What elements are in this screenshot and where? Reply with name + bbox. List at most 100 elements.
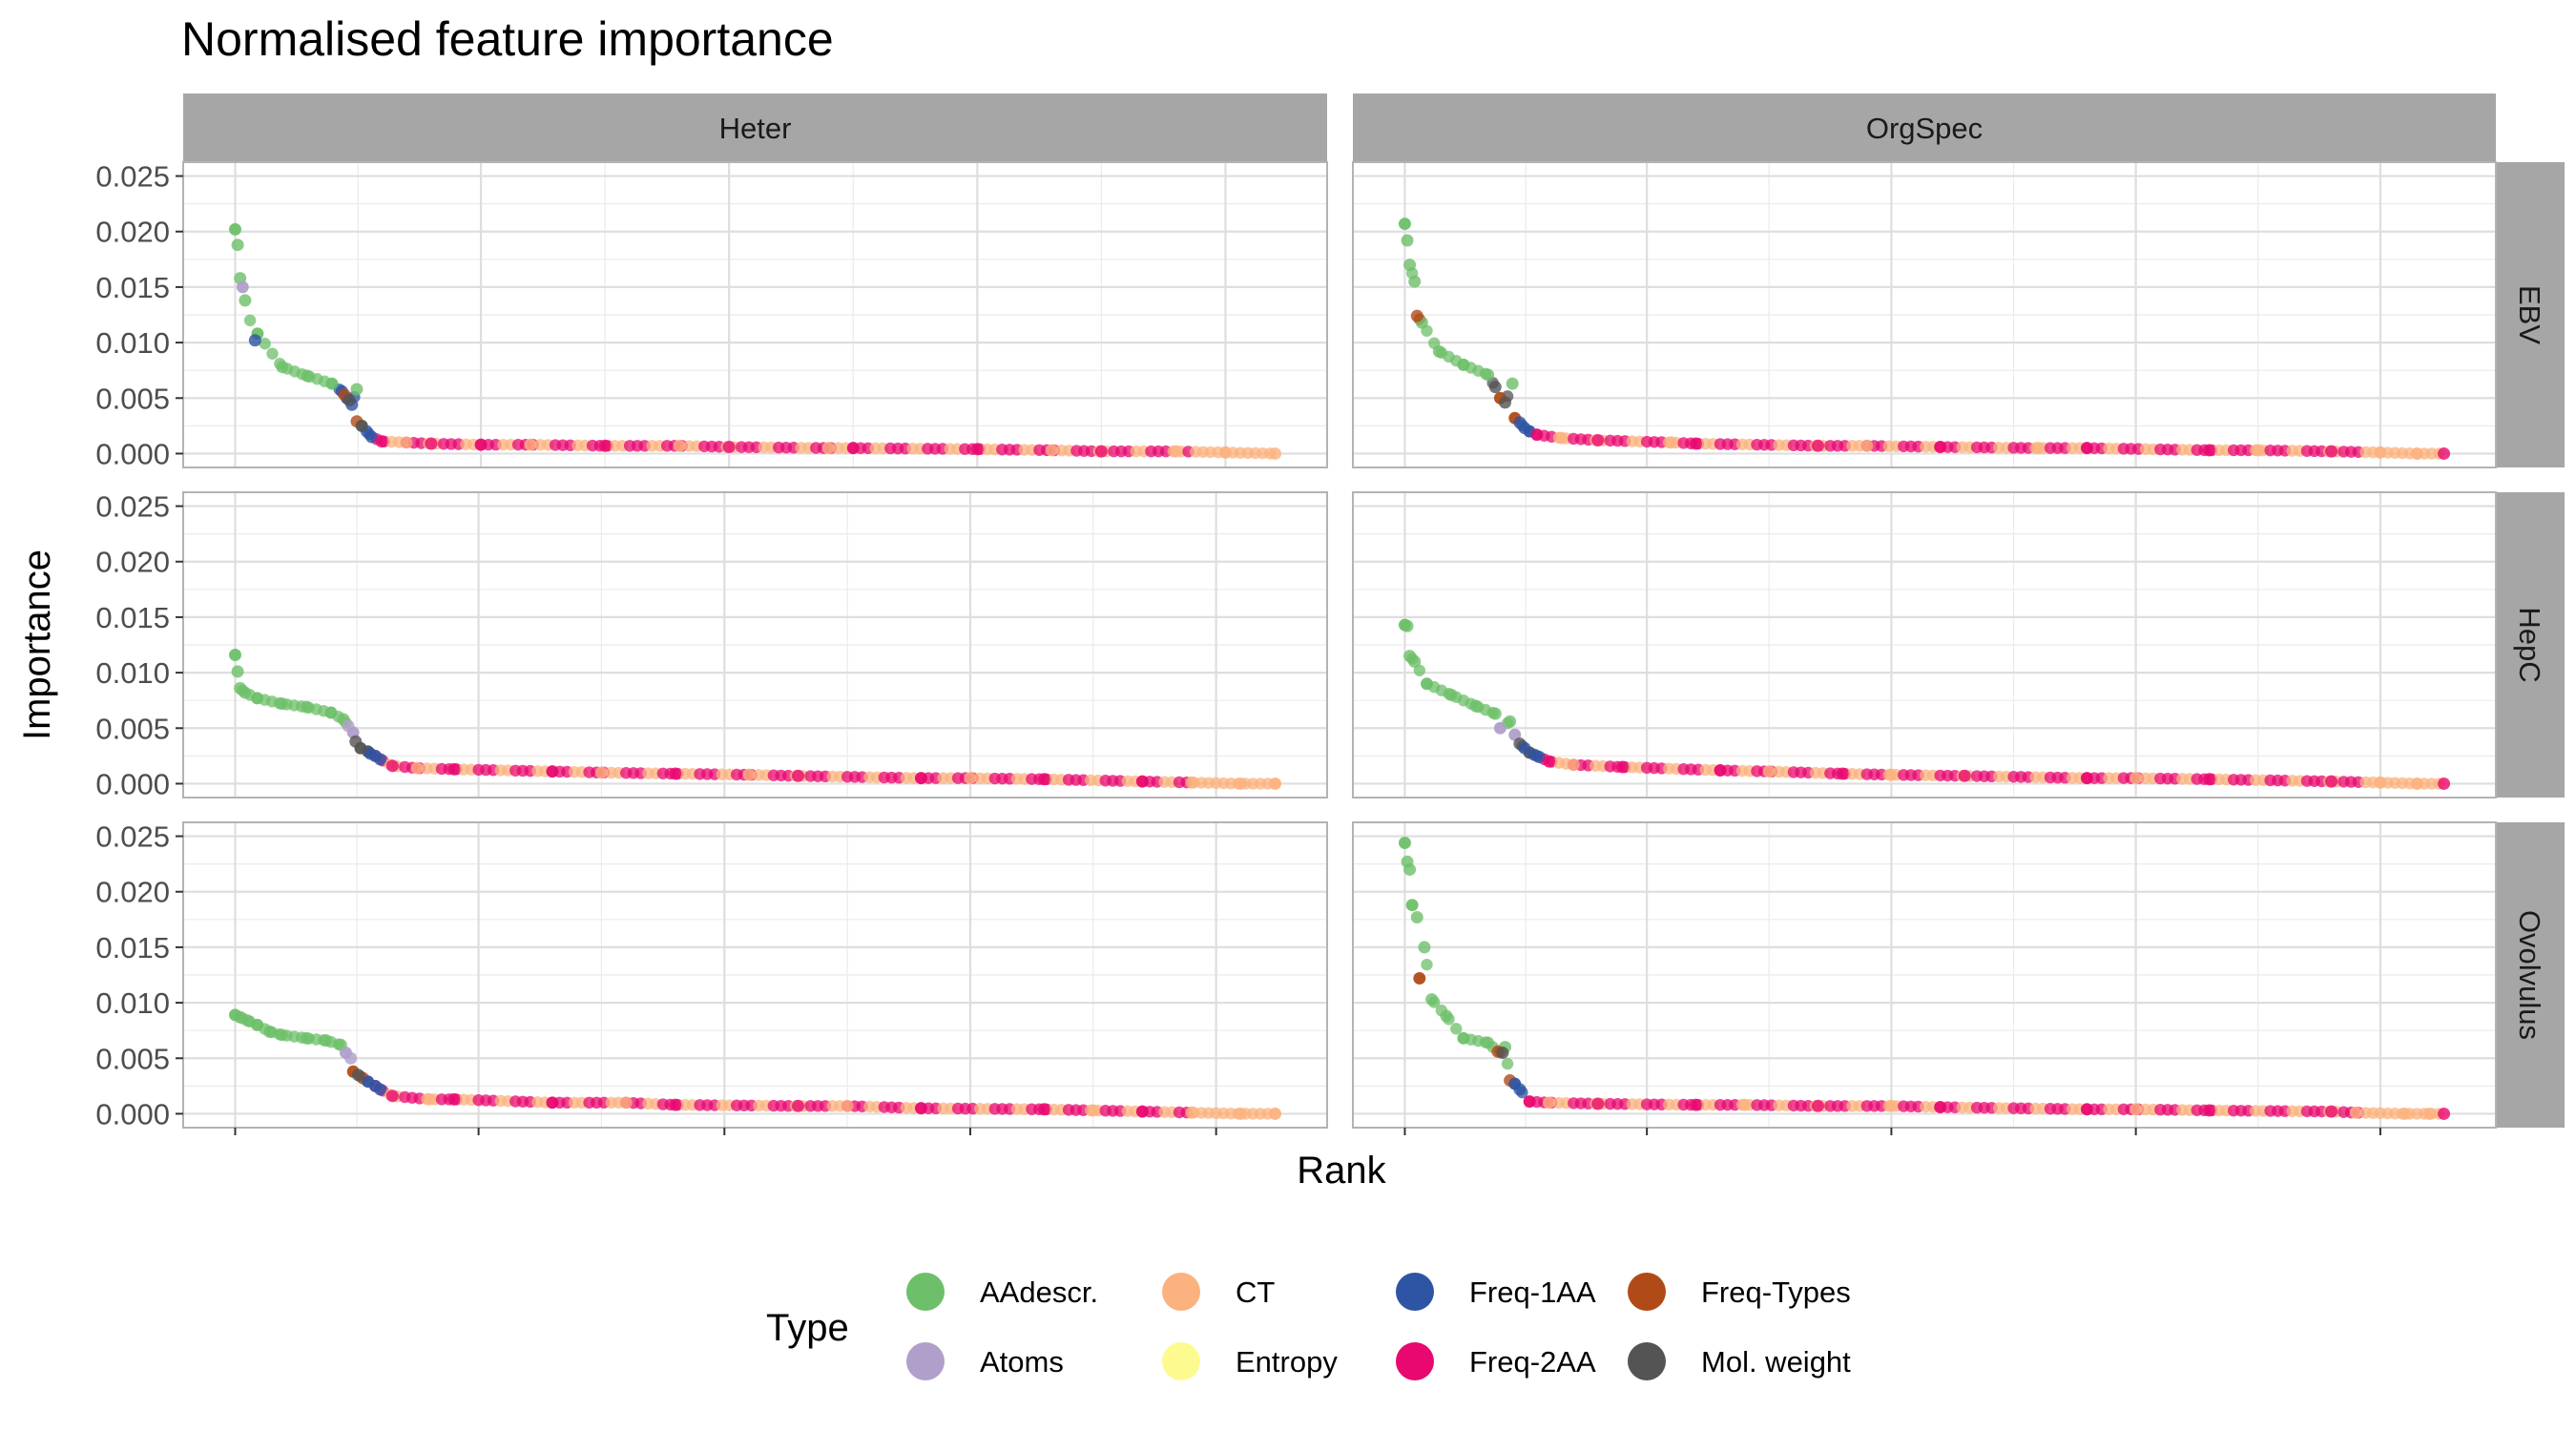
panel-orgspec-ebv bbox=[1352, 161, 2497, 468]
data-point bbox=[1135, 1105, 1149, 1118]
y-tick-label: 0.005 bbox=[95, 712, 170, 745]
data-point bbox=[400, 436, 413, 449]
data-point bbox=[365, 430, 379, 444]
data-point bbox=[410, 761, 424, 775]
data-point bbox=[1523, 1095, 1536, 1109]
data-point bbox=[344, 1051, 358, 1065]
scatter-point bbox=[1450, 1023, 1463, 1035]
data-point bbox=[2080, 442, 2093, 455]
legend-key-aadescr- bbox=[906, 1273, 945, 1311]
data-point bbox=[722, 440, 736, 453]
legend-key-ct bbox=[1162, 1273, 1200, 1311]
y-tick-label: 0.000 bbox=[95, 1097, 170, 1130]
data-point bbox=[1234, 1107, 1247, 1120]
data-point bbox=[1532, 751, 1546, 764]
data-point bbox=[324, 706, 338, 719]
legend-label: Entropy bbox=[1236, 1345, 1338, 1379]
x-axis-title: Rank bbox=[1297, 1150, 1386, 1192]
data-point bbox=[1457, 358, 1470, 371]
data-point bbox=[1665, 436, 1678, 449]
y-tick-label: 0.020 bbox=[95, 876, 170, 909]
data-point bbox=[343, 394, 356, 407]
facet-strip-label: Ovolvulus bbox=[2513, 910, 2546, 1040]
data-point bbox=[1421, 677, 1434, 691]
data-point bbox=[275, 697, 288, 711]
data-point bbox=[2129, 772, 2143, 785]
data-point bbox=[240, 1014, 254, 1027]
data-point bbox=[1482, 1036, 1495, 1049]
data-point bbox=[1689, 437, 1702, 450]
panel-heter-hepc: 0.000 0.005 0.010 0.015 0.020 0.025 bbox=[95, 490, 1328, 800]
data-point bbox=[2410, 446, 2423, 460]
data-point bbox=[351, 1068, 364, 1082]
data-point bbox=[1432, 344, 1445, 358]
data-point bbox=[598, 439, 612, 452]
series-aadescr- bbox=[1398, 218, 1519, 390]
facet-strip-ovolvulus bbox=[2496, 822, 2565, 1128]
data-point bbox=[2399, 1107, 2412, 1120]
legend-key-entropy bbox=[1162, 1342, 1200, 1380]
series-atoms bbox=[236, 280, 249, 294]
data-point bbox=[251, 1018, 264, 1031]
data-point bbox=[2203, 773, 2216, 786]
series-freq-1aa bbox=[1508, 1077, 1527, 1096]
series-freq-2aa bbox=[1523, 1095, 2451, 1120]
data-point bbox=[1269, 446, 1281, 460]
data-point bbox=[1714, 763, 1727, 777]
data-point bbox=[229, 222, 241, 236]
data-point bbox=[263, 1025, 277, 1038]
data-point bbox=[1410, 910, 1423, 923]
data-point bbox=[350, 383, 364, 396]
series-freq-1aa bbox=[364, 747, 387, 766]
series-freq-2aa bbox=[375, 435, 1108, 458]
data-point bbox=[1269, 777, 1281, 790]
series-freq-2aa bbox=[1530, 428, 2451, 460]
data-point bbox=[2325, 445, 2338, 458]
scatter-point bbox=[1501, 1057, 1514, 1070]
data-point bbox=[236, 280, 249, 294]
series-ct bbox=[410, 761, 1281, 790]
y-axis-title: Importance bbox=[16, 550, 58, 740]
data-point bbox=[2325, 1105, 2338, 1118]
panel-orgspec-hepc bbox=[1352, 491, 2497, 798]
data-point bbox=[1738, 1098, 1752, 1111]
y-tick-label: 0.020 bbox=[95, 216, 170, 249]
data-point bbox=[385, 759, 399, 773]
y-tick-label: 0.015 bbox=[95, 931, 170, 964]
panel-border bbox=[182, 161, 1328, 468]
data-point bbox=[1482, 368, 1495, 382]
data-point bbox=[1860, 439, 1874, 452]
data-point bbox=[239, 686, 252, 699]
data-point bbox=[385, 1089, 399, 1103]
data-point bbox=[1037, 773, 1050, 786]
y-tick-label: 0.005 bbox=[95, 1042, 170, 1075]
data-point bbox=[1185, 776, 1198, 789]
facet-strip-label: OrgSpec bbox=[1866, 112, 1983, 145]
data-point bbox=[2325, 775, 2338, 788]
legend-label: Atoms bbox=[980, 1345, 1064, 1379]
data-point bbox=[1169, 445, 1182, 458]
scatter-point bbox=[1421, 958, 1433, 971]
data-point bbox=[1401, 234, 1414, 247]
data-point bbox=[1836, 767, 1849, 780]
data-point bbox=[374, 1083, 387, 1096]
data-point bbox=[474, 438, 488, 451]
data-point bbox=[1457, 1031, 1470, 1045]
data-point bbox=[1591, 433, 1605, 446]
legend-label: CT bbox=[1236, 1275, 1275, 1309]
series-aadescr- bbox=[229, 222, 364, 396]
y-tick-label: 0.015 bbox=[95, 601, 170, 634]
data-point bbox=[1493, 721, 1506, 735]
data-point bbox=[425, 437, 438, 450]
legend-key-mol-weight bbox=[1628, 1342, 1666, 1380]
y-tick-label: 0.000 bbox=[95, 437, 170, 470]
data-point bbox=[846, 442, 860, 455]
data-point bbox=[300, 700, 313, 714]
data-point bbox=[320, 1034, 333, 1047]
data-point bbox=[1884, 768, 1898, 781]
data-point bbox=[275, 1028, 288, 1042]
data-point bbox=[2129, 1103, 2143, 1116]
scatter-point bbox=[1413, 664, 1426, 676]
data-point bbox=[594, 766, 608, 779]
data-point bbox=[2374, 776, 2387, 789]
